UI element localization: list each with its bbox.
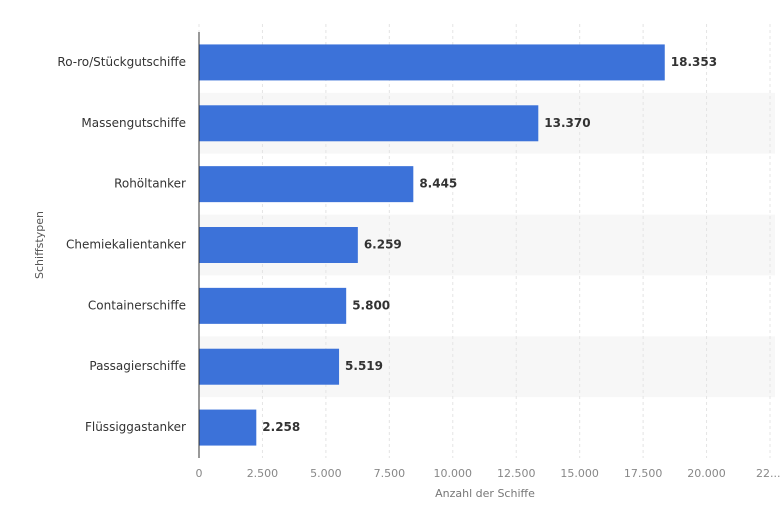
- bar: [199, 44, 665, 81]
- bar: [199, 409, 257, 446]
- y-tick-label: Flüssiggastanker: [85, 420, 186, 434]
- x-tick-label: 17.500: [624, 467, 663, 480]
- y-tick-label: Massengutschiffe: [81, 116, 186, 130]
- y-tick-label: Passagierschiffe: [89, 359, 186, 373]
- y-axis-label: Schiffstypen: [33, 211, 46, 279]
- x-tick-label: 2.500: [247, 467, 279, 480]
- y-tick-label: Containerschiffe: [88, 298, 186, 312]
- y-tick-label: Rohöltanker: [114, 177, 186, 191]
- bar: [199, 348, 340, 385]
- bar: [199, 105, 539, 142]
- value-label: 5.519: [345, 359, 383, 373]
- y-tick-label: Ro-ro/Stückgutschiffe: [57, 55, 186, 69]
- x-axis-label: Anzahl der Schiffe: [435, 487, 535, 500]
- x-tick-label: 15.000: [560, 467, 599, 480]
- value-label: 8.445: [419, 177, 457, 191]
- x-tick-label: 20.000: [687, 467, 726, 480]
- value-label: 2.258: [262, 420, 300, 434]
- value-label: 13.370: [544, 116, 590, 130]
- x-tick-label: 0: [196, 467, 203, 480]
- x-tick-label: 7.500: [374, 467, 406, 480]
- x-tick-label: 22....: [756, 467, 780, 480]
- bar: [199, 166, 414, 203]
- x-tick-label: 5.000: [310, 467, 342, 480]
- value-label: 6.259: [364, 238, 402, 252]
- y-tick-label: Chemiekalientanker: [66, 238, 186, 252]
- value-label: 18.353: [671, 55, 717, 69]
- bar: [199, 227, 358, 263]
- x-tick-label: 12.500: [497, 467, 536, 480]
- bar: [199, 287, 347, 324]
- x-tick-label: 10.000: [434, 467, 473, 480]
- value-label: 5.800: [352, 298, 390, 312]
